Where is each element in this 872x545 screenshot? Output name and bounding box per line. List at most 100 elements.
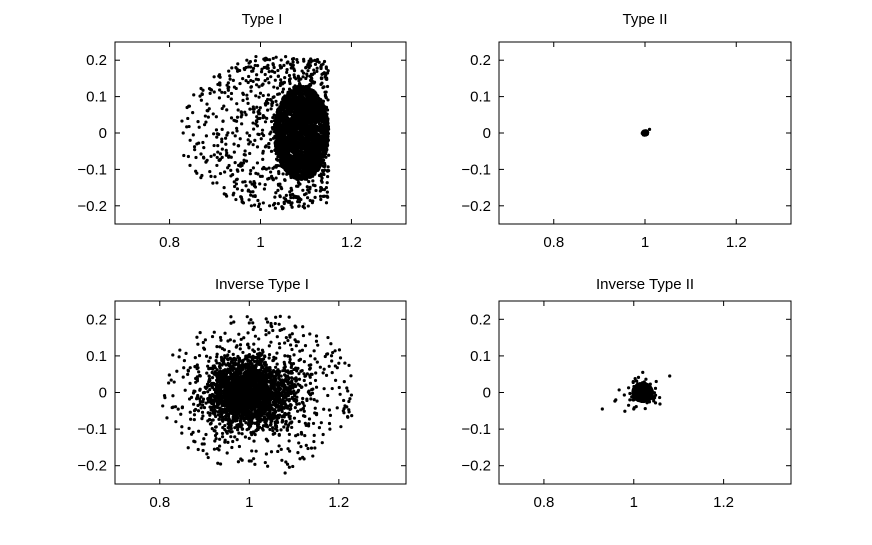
data-point-type-i (229, 91, 234, 96)
data-point-type-i (268, 58, 272, 62)
data-point-type-i (322, 115, 326, 119)
data-point-type-i (311, 142, 315, 146)
data-point-type-i (305, 185, 309, 189)
data-point-type-i (262, 187, 267, 191)
data-point-type-i (181, 131, 185, 135)
data-point-type-i (268, 132, 272, 136)
data-point-type-i (327, 153, 331, 157)
x-tick-label-inverse-type-i: 1 (245, 494, 253, 511)
data-point-type-i (272, 113, 276, 117)
data-point-type-i (300, 131, 304, 135)
data-point-type-i (222, 186, 226, 190)
data-point-type-i (290, 192, 295, 196)
data-point-type-i (243, 153, 247, 157)
data-point-type-i (325, 190, 329, 194)
data-point-type-i (302, 113, 306, 117)
data-point-type-i (220, 140, 224, 144)
data-point-type-i (251, 105, 255, 109)
data-point-type-i (201, 155, 206, 159)
data-point-type-i (307, 105, 311, 109)
data-point-type-i (235, 115, 240, 119)
data-point-type-i (258, 207, 263, 212)
data-point-type-i (295, 170, 299, 175)
data-point-type-i (196, 120, 200, 124)
data-point-type-i (319, 179, 324, 183)
data-point-type-i (316, 145, 320, 149)
panel-title-type-ii: Type II (622, 11, 667, 28)
x-tick-label-inverse-type-i: 1.2 (328, 494, 349, 511)
data-point-type-i (200, 92, 204, 96)
data-point-type-i (325, 181, 329, 185)
data-point-inverse-type-i (202, 406, 207, 410)
data-point-type-i (204, 120, 208, 124)
data-point-type-i (308, 149, 312, 153)
y-tick-label-type-ii: 0 (483, 125, 491, 142)
data-point-type-i (297, 106, 301, 110)
data-point-type-i (253, 59, 258, 63)
data-point-type-i (314, 169, 318, 173)
data-point-type-i (235, 102, 239, 106)
data-point-type-i (324, 155, 328, 159)
data-point-type-i (244, 159, 249, 163)
data-point-type-i (289, 91, 294, 95)
data-point-type-i (280, 107, 284, 111)
data-point-type-i (263, 58, 267, 62)
data-point-type-i (283, 130, 287, 134)
x-tick-label-type-i: 1.2 (341, 234, 362, 251)
data-point-type-i (310, 81, 314, 85)
data-point-inverse-type-i (260, 348, 265, 352)
data-point-type-i (258, 182, 262, 186)
data-point-type-i (287, 87, 292, 91)
data-point-type-i (312, 71, 316, 75)
data-point-type-i (192, 93, 196, 97)
data-point-type-i (279, 115, 283, 119)
data-point-type-i (319, 76, 324, 80)
data-point-type-i (269, 119, 274, 124)
data-point-type-i (281, 120, 285, 125)
data-point-type-i (317, 128, 321, 132)
data-point-type-i (270, 102, 274, 106)
data-point-type-i (248, 107, 252, 111)
data-point-type-i (277, 124, 282, 128)
data-point-type-i (251, 69, 255, 73)
data-point-type-i (319, 66, 323, 71)
data-point-type-i (292, 86, 297, 90)
data-point-type-i (233, 161, 237, 165)
data-point-type-i (261, 93, 265, 98)
data-point-type-i (248, 180, 252, 184)
data-point-type-i (209, 174, 213, 178)
data-point-type-i (263, 120, 268, 124)
y-tick-label-type-i: −0.1 (77, 161, 107, 178)
data-point-type-i (307, 113, 312, 117)
data-point-type-i (315, 66, 319, 70)
data-point-type-i (260, 128, 265, 132)
data-point-type-i (309, 135, 313, 139)
data-point-type-i (314, 155, 318, 159)
data-point-type-i (229, 97, 233, 101)
y-tick-label-type-ii: 0.2 (470, 52, 491, 69)
data-point-type-i (271, 166, 275, 170)
data-point-type-i (276, 68, 280, 73)
data-point-type-i (311, 108, 315, 112)
data-point-type-i (234, 65, 238, 70)
data-point-inverse-type-i (225, 357, 230, 361)
data-point-type-i (308, 185, 312, 189)
data-point-type-i (235, 187, 240, 191)
data-point-type-i (208, 169, 212, 174)
data-point-type-i (275, 86, 280, 90)
data-point-type-i (246, 101, 250, 105)
data-point-type-i (281, 172, 285, 176)
data-point-type-i (203, 114, 207, 118)
data-point-type-i (201, 88, 205, 92)
data-point-type-i (303, 103, 307, 108)
data-point-type-i (212, 153, 216, 157)
data-point-inverse-type-i (233, 426, 237, 430)
data-point-type-i (305, 74, 309, 78)
data-point-type-i (271, 95, 275, 100)
data-point-type-i (295, 100, 299, 104)
data-point-type-i (324, 147, 328, 151)
data-point-type-i (274, 55, 278, 59)
data-point-type-i (323, 133, 327, 137)
data-point-type-i (236, 144, 241, 148)
data-point-type-i (269, 75, 273, 79)
